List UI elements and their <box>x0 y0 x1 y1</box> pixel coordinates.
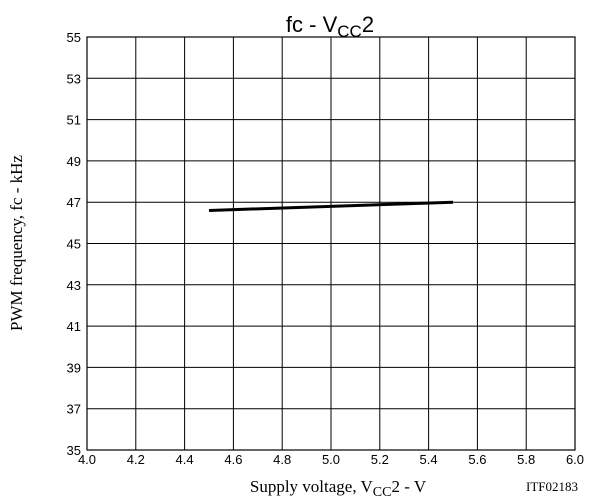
x-tick-label: 6.0 <box>566 452 584 467</box>
x-tick-label: 5.0 <box>322 452 340 467</box>
y-tick-label: 53 <box>67 71 81 86</box>
x-tick-label: 5.8 <box>517 452 535 467</box>
x-tick-label: 4.4 <box>176 452 194 467</box>
y-tick-label: 41 <box>67 319 81 334</box>
y-tick-label: 37 <box>67 402 81 417</box>
y-tick-label: 49 <box>67 154 81 169</box>
x-axis-label-subscript: CC <box>373 485 392 500</box>
x-axis-label-main: Supply voltage, V <box>250 477 374 496</box>
y-axis-ticks: 35 37 39 41 43 45 47 49 51 53 55 <box>67 30 81 458</box>
x-tick-label: 4.0 <box>78 452 96 467</box>
y-tick-label: 51 <box>67 113 81 128</box>
y-axis-label: PWM frequency, fc - kHz <box>7 155 26 331</box>
figure-code: ITF02183 <box>526 479 578 494</box>
x-tick-label: 5.2 <box>371 452 389 467</box>
y-tick-label: 43 <box>67 278 81 293</box>
x-tick-label: 4.8 <box>273 452 291 467</box>
chart-title-main: fc - V <box>286 12 338 37</box>
x-tick-label: 5.6 <box>468 452 486 467</box>
series-line <box>208 200 454 212</box>
x-axis-label-suffix: 2 - V <box>391 477 426 496</box>
y-tick-label: 45 <box>67 237 81 252</box>
x-axis-label: Supply voltage, VCC2 - V <box>250 477 427 500</box>
grid <box>86 36 576 451</box>
chart-title-suffix: 2 <box>362 12 374 37</box>
x-tick-label: 5.4 <box>420 452 438 467</box>
y-tick-label: 35 <box>67 443 81 458</box>
y-tick-label: 39 <box>67 360 81 375</box>
x-tick-label: 4.2 <box>127 452 145 467</box>
chart-title-subscript: CC <box>337 22 362 41</box>
y-tick-label: 55 <box>67 30 81 45</box>
series-group <box>208 200 454 212</box>
plot-frame <box>86 36 576 451</box>
chart-title: fc - VCC2 <box>286 12 374 41</box>
y-tick-label: 47 <box>67 195 81 210</box>
x-axis-ticks: 4.0 4.2 4.4 4.6 4.8 5.0 5.2 5.4 5.6 5.8 6.0 <box>78 452 584 467</box>
x-tick-label: 4.6 <box>224 452 242 467</box>
